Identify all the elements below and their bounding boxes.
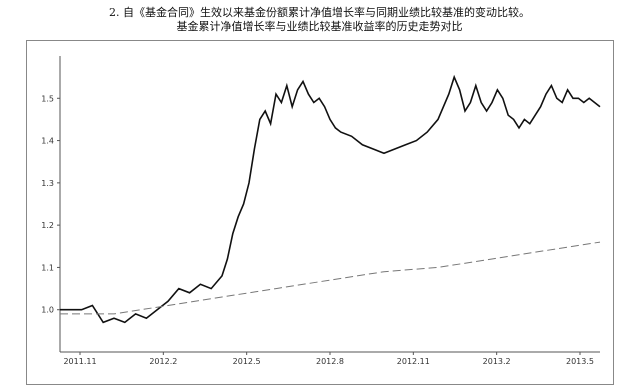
x-tick-label: 2013.2	[483, 357, 511, 366]
x-tick-label: 2013.5	[566, 357, 594, 366]
y-tick-label: 1.3	[41, 179, 54, 188]
x-tick-label: 2012.8	[316, 357, 344, 366]
series-line-0	[60, 74, 601, 324]
y-tick-label: 1.2	[41, 221, 54, 230]
figure-caption: 2. 自《基金合同》生效以来基金份额累计净值增长率与同期业绩比较基准的变动比较。	[109, 6, 530, 19]
x-tick-label: 2012.11	[397, 357, 430, 366]
x-tick-label: 2012.2	[149, 357, 177, 366]
y-tick-label: 1.1	[41, 263, 54, 272]
series-line-1	[60, 241, 601, 315]
y-tick-label: 1.5	[41, 94, 54, 103]
y-tick-label: 1.4	[41, 137, 54, 146]
y-tick-label: 1.0	[41, 306, 54, 315]
x-tick-label: 2011.11	[63, 357, 96, 366]
chart-frame	[26, 40, 614, 385]
chart-title: 基金累计净值增长率与业绩比较基准收益率的历史走势对比	[176, 20, 463, 33]
x-tick-label: 2012.5	[233, 357, 261, 366]
